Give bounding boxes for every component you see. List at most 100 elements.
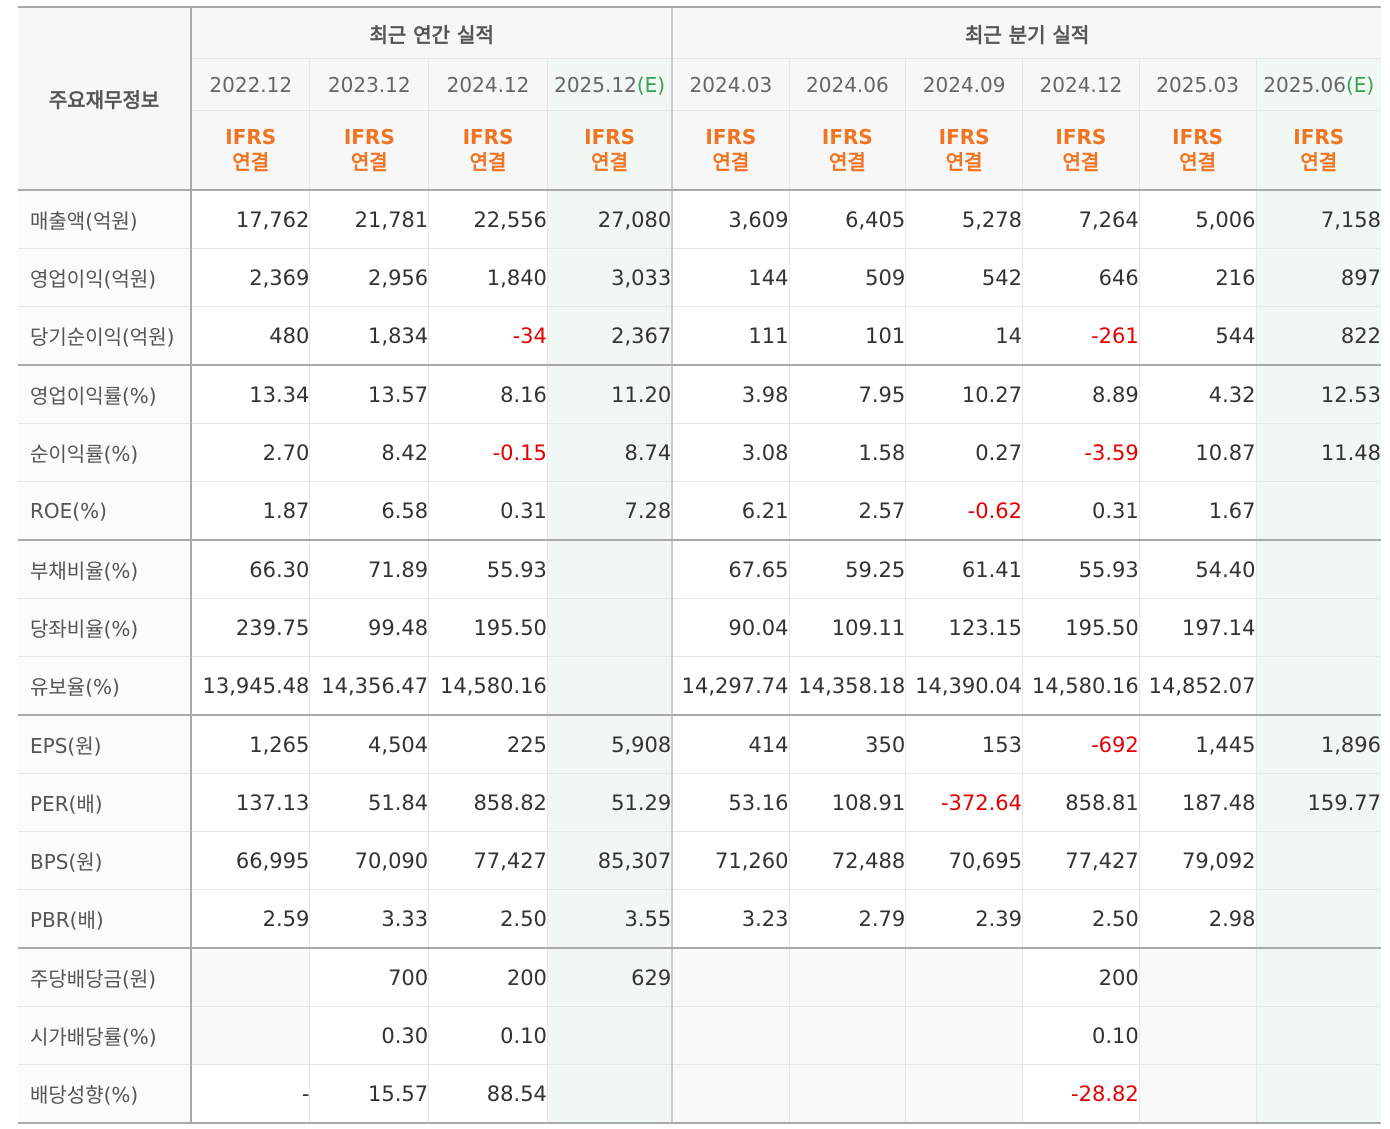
table-row: 당기순이익(억원) 480 1,834 -34 2,367 111 101 14 -261 544… [18,306,1381,366]
ifrs-label: IFRS [1293,125,1345,149]
consolidated-label: 연결 [350,150,388,174]
table-cell: 187.48 [1138,773,1256,832]
table-cell: 2.50 [1022,889,1140,949]
period-header: 2024.12 [1022,58,1140,111]
table-cell: 3,033 [546,248,673,307]
consolidated-label: 연결 [1300,150,1338,174]
table-cell: 700 [309,948,429,1007]
table-cell: 195.50 [428,598,548,657]
table-cell: -0.62 [905,481,1023,541]
table-cell: 108.91 [788,773,906,832]
table-cell [671,948,789,1007]
table-cell: 7.28 [546,481,673,541]
table-cell: 14 [905,306,1023,366]
table-cell: 5,908 [546,715,673,774]
table-cell: 14,580.16 [1022,656,1140,716]
period-header: 2024.03 [671,58,789,111]
table-cell [788,1064,906,1124]
ifrs-label: IFRS [1172,125,1224,149]
table-cell [546,1064,673,1124]
table-cell: 509 [788,248,906,307]
row-label: 순이익률(%) [18,423,193,482]
table-cell: 70,090 [309,831,429,890]
table-cell: 51.29 [546,773,673,832]
table-row: EPS(원) 1,265 4,504 225 5,908 414 350 153 -692 1,4… [18,715,1381,774]
table-cell [190,1006,310,1065]
table-cell: -261 [1022,306,1140,366]
table-cell: 225 [428,715,548,774]
table-cell: 90.04 [671,598,789,657]
table-cell [546,598,673,657]
ifrs-consolidated-tag: IFRS 연결 [905,110,1023,191]
consolidated-label: 연결 [828,150,866,174]
period-label: 2025.12 [554,72,637,97]
ifrs-consolidated-tag: IFRS 연결 [788,110,906,191]
row-label: 시가배당률(%) [18,1006,193,1065]
table-cell: 71.89 [309,540,429,599]
table-cell: 858.82 [428,773,548,832]
table-cell [1255,948,1381,1007]
row-label: ROE(%) [18,481,193,541]
table-cell: 3.55 [546,889,673,949]
table-cell: 11.48 [1255,423,1381,482]
table-cell [1255,656,1381,716]
table-cell [788,948,906,1007]
table-cell: 51.84 [309,773,429,832]
table-row: 주당배당금(원) 700 200 629 200 [18,948,1381,1007]
table-cell [1138,1006,1256,1065]
table-cell [1138,1064,1256,1124]
table-cell: 2.70 [190,423,310,482]
table-cell: 72,488 [788,831,906,890]
table-cell: 55.93 [428,540,548,599]
table-cell: 12.53 [1255,365,1381,424]
period-header: 2025.03 [1138,58,1256,111]
corner-label: 주요재무정보 [18,6,193,191]
table-cell: 2,956 [309,248,429,307]
table-cell: 14,580.16 [428,656,548,716]
table-row: 영업이익(억원) 2,369 2,956 1,840 3,033 144 509 542 646… [18,248,1381,307]
estimate-tag: (E) [1345,72,1375,97]
table-cell: 197.14 [1138,598,1256,657]
table-cell: 15.57 [309,1064,429,1124]
table-cell: 14,297.74 [671,656,789,716]
ifrs-consolidated-tag: IFRS 연결 [671,110,789,191]
table-row: 부채비율(%) 66.30 71.89 55.93 67.65 59.25 61.41 55.… [18,540,1381,599]
row-label: EPS(원) [18,715,193,774]
table-cell [671,1064,789,1124]
table-cell: 59.25 [788,540,906,599]
table-cell: 13,945.48 [190,656,310,716]
table-cell: 109.11 [788,598,906,657]
quarter-section-title: 최근 분기 실적 [671,6,1381,59]
period-header: 2024.12 [428,58,548,111]
table-cell: 544 [1138,306,1256,366]
table-cell: 1,840 [428,248,548,307]
table-cell: -372.64 [905,773,1023,832]
table-cell [546,540,673,599]
consolidated-label: 연결 [232,150,270,174]
table-cell: 5,006 [1138,190,1256,249]
consolidated-label: 연결 [591,150,628,174]
ifrs-label: IFRS [584,125,636,149]
ifrs-label: IFRS [821,125,873,149]
ifrs-consolidated-tag: IFRS 연결 [1255,110,1381,191]
table-cell: 14,852.07 [1138,656,1256,716]
row-label: 영업이익(억원) [18,248,193,307]
table-cell: 153 [905,715,1023,774]
table-cell: 14,356.47 [309,656,429,716]
table-cell [1255,481,1381,541]
table-cell: 542 [905,248,1023,307]
consolidated-label: 연결 [1179,150,1217,174]
table-row: ROE(%) 1.87 6.58 0.31 7.28 6.21 2.57 -0.62 0.31 1… [18,481,1381,541]
table-cell [1255,831,1381,890]
financial-summary-table: 주요재무정보 최근 연간 실적 최근 분기 실적 2022.12 2023.12… [18,6,1381,1124]
table-cell: 123.15 [905,598,1023,657]
table-cell: 7.95 [788,365,906,424]
table-cell: 137.13 [190,773,310,832]
consolidated-label: 연결 [945,150,983,174]
table-row: 영업이익률(%) 13.34 13.57 8.16 11.20 3.98 7.95 10.27… [18,365,1381,424]
table-cell: 11.20 [546,365,673,424]
table-cell: - [190,1064,310,1124]
ifrs-consolidated-tag: IFRS 연결 [546,110,673,191]
table-cell: 3.23 [671,889,789,949]
table-cell: 2.98 [1138,889,1256,949]
